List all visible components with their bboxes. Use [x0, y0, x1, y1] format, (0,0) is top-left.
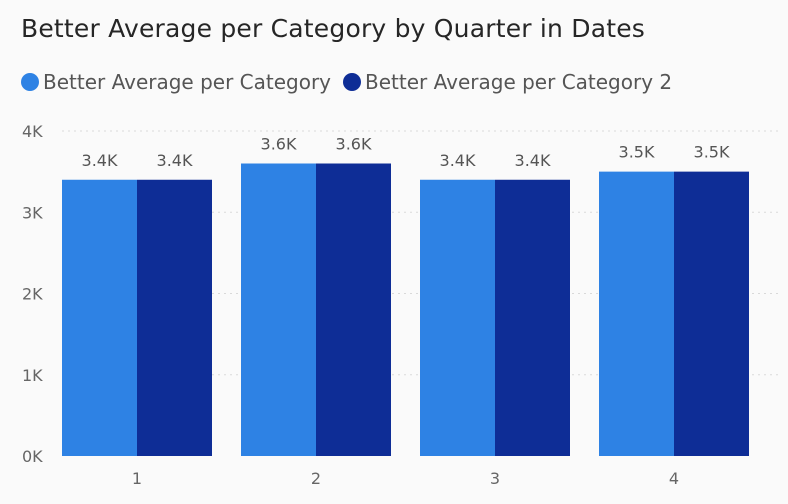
legend-swatch-series-2	[343, 73, 362, 91]
y-tick-label: 2K	[22, 285, 43, 304]
legend-swatch-series-1	[21, 73, 39, 91]
bar-series-2	[137, 179, 212, 456]
legend-item-series-1[interactable]: Better Average per Category	[21, 70, 331, 94]
legend-item-series-2[interactable]: Better Average per Category 2	[343, 70, 672, 94]
data-label: 3.5K	[619, 143, 655, 162]
chart-title: Better Average per Category by Quarter i…	[21, 14, 646, 43]
y-tick-label: 3K	[22, 203, 43, 222]
chart-legend: Better Average per Category Better Avera…	[21, 70, 684, 94]
y-tick-label: 4K	[22, 122, 43, 141]
legend-label-series-1: Better Average per Category	[43, 70, 332, 94]
x-tick-label: 2	[311, 469, 321, 488]
bar-series-2	[495, 179, 570, 456]
data-label: 3.4K	[82, 151, 118, 170]
y-tick-label: 0K	[22, 447, 43, 466]
bar-series-1	[599, 171, 674, 456]
bar-series-2	[316, 163, 391, 456]
data-label: 3.5K	[694, 143, 730, 162]
bar-series-2	[674, 171, 749, 456]
bar-series-1	[420, 179, 495, 456]
bar-series-1	[241, 163, 316, 456]
data-label: 3.6K	[261, 135, 297, 154]
data-label: 3.4K	[157, 151, 193, 170]
y-tick-label: 1K	[22, 366, 43, 385]
x-tick-label: 1	[132, 469, 142, 488]
bar-series-1	[62, 179, 137, 456]
legend-label-series-2: Better Average per Category 2	[365, 70, 673, 94]
data-label: 3.4K	[515, 151, 551, 170]
data-label: 3.4K	[440, 151, 476, 170]
x-tick-label: 3	[490, 469, 500, 488]
x-tick-label: 4	[669, 469, 679, 488]
data-label: 3.6K	[336, 135, 372, 154]
